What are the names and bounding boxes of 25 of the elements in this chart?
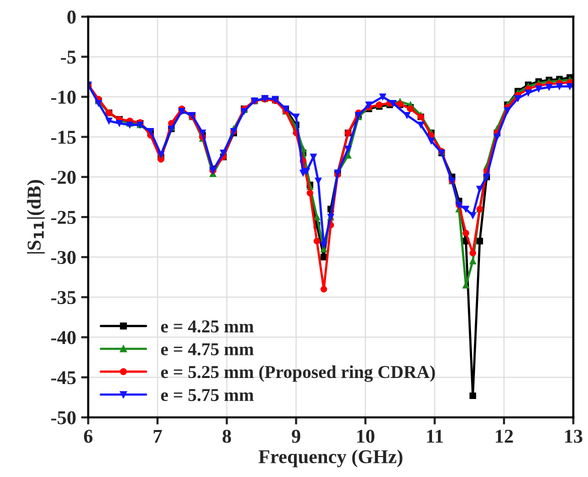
x-tick-label: 10 [357,430,374,443]
legend-label: e = 4.25 mm [161,320,254,333]
y-tick-label: -40 [51,331,76,344]
y-tick-label: -50 [51,411,76,424]
x-tick-label: 9 [292,430,300,443]
y-tick-label: -15 [51,130,76,144]
y-tick-label: -20 [51,170,76,184]
y-axis-title: |S$_{11}$|(dB) [27,180,45,254]
x-tick-label: 11 [427,430,443,443]
y-tick-label: -10 [51,90,76,104]
y-tick-label: -45 [51,371,76,384]
legend-label: e = 4.75 mm [161,343,254,356]
y-tick-label: -35 [51,291,76,304]
x-tick-label: 8 [222,430,232,443]
legend-label: e = 5.25 mm (Proposed ring CDRA) [161,365,435,382]
x-tick-label: 13 [565,430,582,443]
y-tick-label: -30 [51,250,76,264]
y-tick-label: -5 [60,50,76,64]
y-tick-label: 0 [67,10,76,24]
y-tick-label: -25 [51,210,76,224]
x-axis-title: Frequency (GHz) [258,450,402,468]
x-tick-label: 7 [154,430,162,443]
legend-label: e = 5.75 mm [161,389,254,402]
x-tick-label: 6 [84,430,92,443]
x-tick-label: 12 [496,430,513,443]
